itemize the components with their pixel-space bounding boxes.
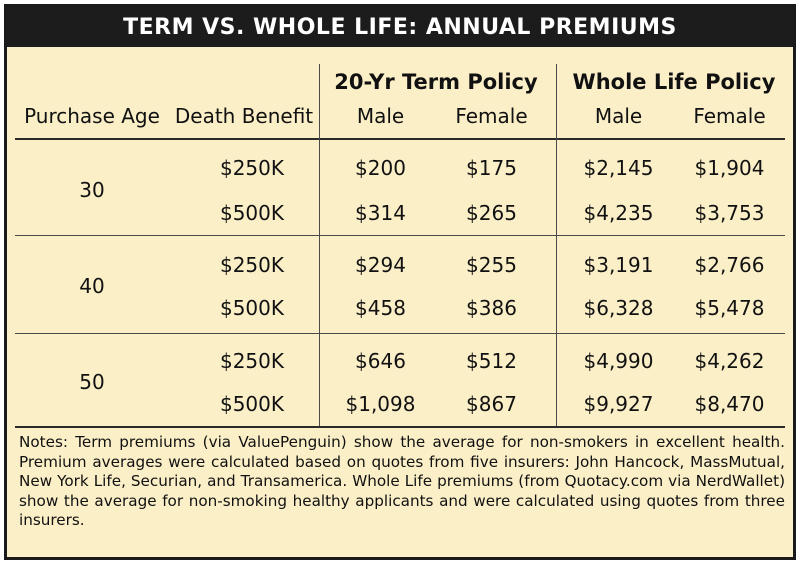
term-male-cell: $314 xyxy=(355,201,406,225)
death-benefit-cell: $250K xyxy=(219,349,284,373)
header-divider xyxy=(15,138,785,140)
death-benefit-cell: $500K xyxy=(219,296,284,320)
purchase-age-cell: 40 xyxy=(79,274,105,298)
whole-female-cell: $4,262 xyxy=(694,349,765,373)
whole-female-cell: $3,753 xyxy=(694,201,765,225)
whole-female-cell: $5,478 xyxy=(694,296,765,320)
whole-life-group-header: Whole Life Policy xyxy=(572,70,776,94)
column-divider-2 xyxy=(556,64,557,426)
death-benefit-header: Death Benefit xyxy=(174,104,314,128)
whole-male-cell: $2,145 xyxy=(583,156,654,180)
purchase-age-cell: 50 xyxy=(79,370,105,394)
term-male-cell: $646 xyxy=(355,349,406,373)
group-divider-2 xyxy=(15,333,785,334)
term-female-cell: $867 xyxy=(466,392,517,416)
whole-male-cell: $6,328 xyxy=(583,296,654,320)
group-divider-1 xyxy=(15,235,785,236)
table-title: TERM VS. WHOLE LIFE: ANNUAL PREMIUMS xyxy=(7,7,793,47)
death-benefit-cell: $500K xyxy=(219,392,284,416)
term-male-header: Male xyxy=(356,104,405,128)
term-female-cell: $175 xyxy=(466,156,517,180)
term-female-cell: $255 xyxy=(466,253,517,277)
term-female-cell: $512 xyxy=(466,349,517,373)
purchase-age-cell: 30 xyxy=(79,178,105,202)
term-male-cell: $458 xyxy=(355,296,406,320)
column-divider-1 xyxy=(319,64,320,426)
term-policy-group-header: 20-Yr Term Policy xyxy=(334,70,538,94)
whole-female-cell: $2,766 xyxy=(694,253,765,277)
whole-female-cell: $1,904 xyxy=(694,156,765,180)
term-male-cell: $200 xyxy=(355,156,406,180)
whole-female-cell: $8,470 xyxy=(694,392,765,416)
death-benefit-cell: $500K xyxy=(219,201,284,225)
premium-table-frame: TERM VS. WHOLE LIFE: ANNUAL PREMIUMS 20-… xyxy=(4,4,796,560)
table-notes: Notes: Term premiums (via ValuePenguin) … xyxy=(19,433,785,529)
term-female-cell: $386 xyxy=(466,296,517,320)
purchase-age-header: Purchase Age xyxy=(24,104,160,128)
body-bottom-divider xyxy=(15,426,785,428)
whole-male-cell: $9,927 xyxy=(583,392,654,416)
whole-female-header: Female xyxy=(693,104,766,128)
whole-male-cell: $4,990 xyxy=(583,349,654,373)
term-male-cell: $294 xyxy=(355,253,406,277)
death-benefit-cell: $250K xyxy=(219,156,284,180)
whole-male-cell: $4,235 xyxy=(583,201,654,225)
whole-male-cell: $3,191 xyxy=(583,253,654,277)
term-female-cell: $265 xyxy=(466,201,517,225)
death-benefit-cell: $250K xyxy=(219,253,284,277)
term-male-cell: $1,098 xyxy=(345,392,416,416)
term-female-header: Female xyxy=(455,104,528,128)
whole-male-header: Male xyxy=(594,104,643,128)
